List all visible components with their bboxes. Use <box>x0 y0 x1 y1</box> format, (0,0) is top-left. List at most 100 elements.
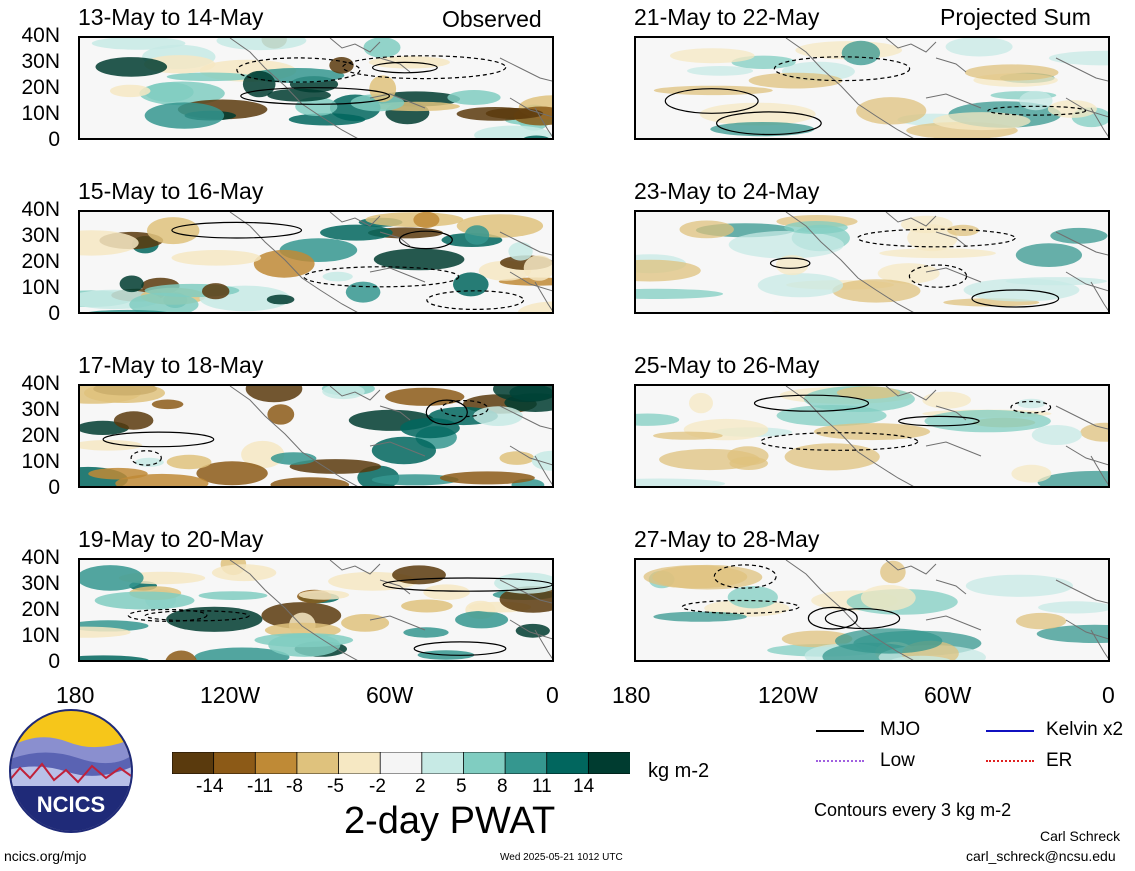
anomaly-blob <box>659 448 760 471</box>
contour-note: Contours every 3 kg m-2 <box>814 800 1012 820</box>
anomaly-blob <box>653 611 747 622</box>
y-tick: 0 <box>48 650 60 673</box>
y-tick: 30N <box>21 572 60 595</box>
y-tick: 40N <box>21 546 60 569</box>
panel-title: 21-May to 22-May <box>634 4 820 30</box>
colorbar-units: kg m-2 <box>648 760 710 782</box>
map-panel-proj-1 <box>634 36 1110 140</box>
mjo-contour <box>372 61 438 74</box>
cb-tick: 11 <box>532 776 552 797</box>
anomaly-blob <box>373 248 465 271</box>
anomaly-blob <box>879 248 996 259</box>
author-email[interactable]: carl_schreck@ncsu.edu <box>966 848 1116 864</box>
anomaly-blob <box>652 564 763 590</box>
colorbar-swatch <box>546 751 590 775</box>
anomaly-blob <box>322 386 365 400</box>
anomaly-blob <box>80 655 149 660</box>
mjo-contour <box>240 87 391 105</box>
anomaly-blob <box>653 431 723 440</box>
observed-label: Observed <box>442 6 542 32</box>
mjo-contour <box>773 56 911 82</box>
anomaly-blob <box>856 97 927 125</box>
anomaly-blob <box>493 386 552 403</box>
cb-tick: 14 <box>573 776 595 797</box>
author: Carl Schreck <box>1040 828 1121 844</box>
mjo-contour <box>769 257 811 269</box>
cb-tick: -2 <box>369 776 386 797</box>
anomaly-blob <box>401 599 453 613</box>
legend-mjo-line <box>816 730 864 732</box>
y-tick: 0 <box>48 302 60 325</box>
anomaly-blob <box>1037 470 1108 486</box>
anomaly-blob <box>880 560 906 584</box>
anomaly-blob <box>144 82 194 102</box>
colorbar-title: 2-day PWAT <box>344 800 556 842</box>
anomaly-blob <box>781 630 853 648</box>
anomaly-blob <box>636 478 726 486</box>
anomaly-blob <box>80 230 139 256</box>
x-tick: 0 <box>546 682 559 708</box>
projected-label: Projected Sum <box>940 4 1091 30</box>
panel-title: 13-May to 14-May <box>78 4 264 30</box>
mjo-contour <box>303 266 460 288</box>
timestamp: Wed 2025-05-21 1012 UTC <box>500 852 623 863</box>
coastline <box>785 386 1108 486</box>
mjo-contour <box>382 577 552 592</box>
anomaly-blob <box>253 249 315 278</box>
cb-tick: -8 <box>286 776 303 797</box>
y-tick: 10N <box>21 624 60 647</box>
anomaly-blob <box>945 38 1013 57</box>
anomaly-blob <box>322 271 353 282</box>
mjo-contour <box>713 564 777 589</box>
mjo-contour <box>807 606 858 630</box>
anomaly-blob <box>636 288 724 299</box>
mjo-contour <box>398 230 453 250</box>
anomaly-blob <box>216 38 307 51</box>
y-tick: 40N <box>21 198 60 221</box>
x-tick: 180 <box>612 682 651 708</box>
mjo-contour <box>1010 400 1052 414</box>
anomaly-blob <box>165 650 197 660</box>
colorbar-swatch <box>213 751 257 775</box>
anomaly-blob <box>728 230 844 259</box>
anomaly-blob <box>80 626 131 638</box>
panel-title: 23-May to 24-May <box>634 178 820 204</box>
anomaly-blob <box>345 281 381 303</box>
coastline <box>229 560 552 660</box>
map-panel-proj-4 <box>634 558 1110 662</box>
anomaly-blob <box>88 309 168 312</box>
legend-kelvin-line <box>986 730 1034 732</box>
anomaly-blob <box>392 565 446 585</box>
anomaly-blob <box>423 584 470 600</box>
anomaly-blob <box>464 225 490 245</box>
y-tick: 10N <box>21 450 60 473</box>
anomaly-blob <box>385 387 465 406</box>
anomaly-blob <box>1031 425 1082 445</box>
cb-tick: -11 <box>247 776 274 797</box>
anomaly-blob <box>119 275 144 293</box>
anomaly-blob <box>499 451 535 465</box>
mjo-contour <box>664 88 759 114</box>
anomaly-blob <box>194 647 290 660</box>
y-tick: 0 <box>48 476 60 499</box>
ncics-logo: NCICS <box>8 708 134 839</box>
map-panel-obs-4 <box>78 558 554 662</box>
anomaly-blob <box>771 311 781 312</box>
anomaly-blob <box>129 292 199 312</box>
anomaly-blob <box>266 294 295 305</box>
colorbar-swatch <box>379 751 423 775</box>
x-tick: 120W <box>758 682 819 708</box>
anomaly-blob <box>268 633 341 657</box>
anomaly-blob <box>245 386 303 403</box>
website-link[interactable]: ncics.org/mjo <box>4 848 87 864</box>
mjo-contour <box>440 400 489 418</box>
anomaly-blob <box>95 57 168 77</box>
y-tick: 30N <box>21 398 60 421</box>
anomaly-blob <box>508 242 533 261</box>
map-panel-obs-3 <box>78 384 554 488</box>
mjo-contour <box>753 394 870 412</box>
anomaly-blob <box>144 102 225 129</box>
anomaly-blob <box>1050 227 1108 244</box>
anomaly-blob <box>403 627 449 638</box>
map-panel-proj-2 <box>634 210 1110 314</box>
